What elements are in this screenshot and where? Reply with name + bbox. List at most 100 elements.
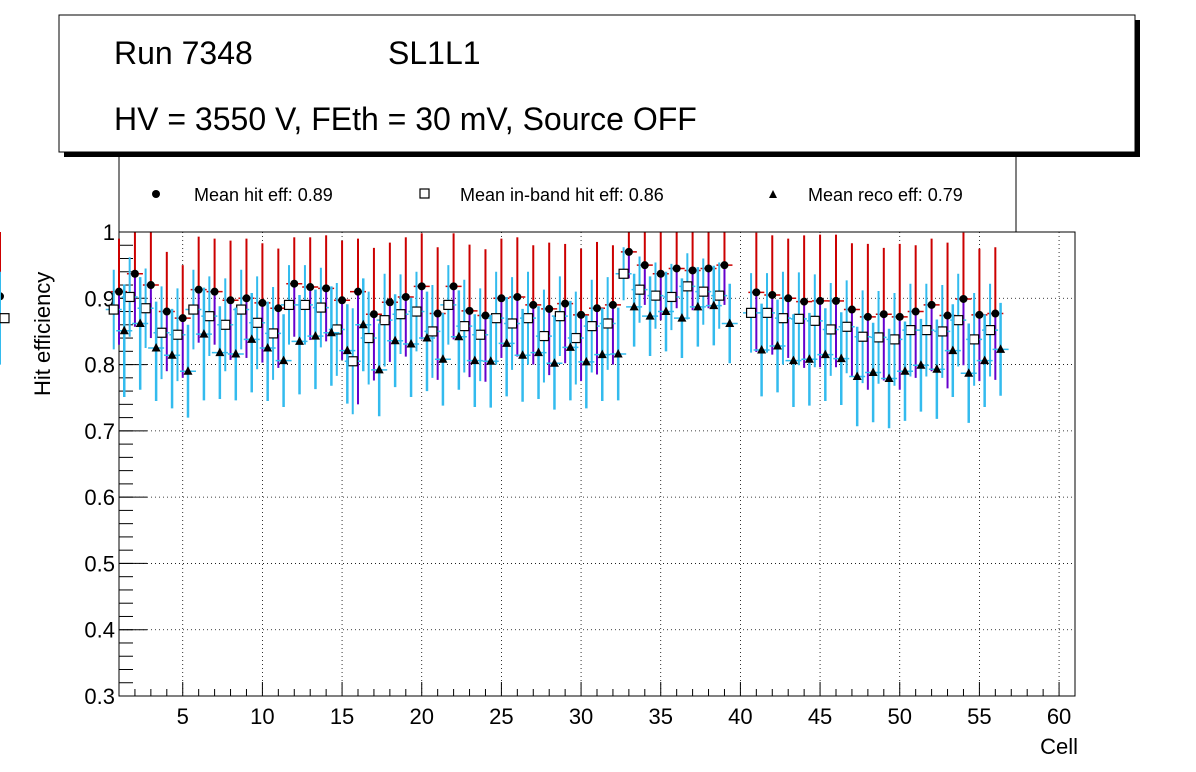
inband-eff-point [299,299,311,311]
hit-eff-point [210,287,219,296]
x-tick-label: 5 [177,704,189,729]
inband-eff-point [108,304,119,315]
title-box [58,14,1136,153]
reco-eff-point [645,311,655,320]
inband-eff-point [825,324,836,335]
hit-eff-point [433,309,442,318]
inband-eff-point [363,332,374,344]
hit-eff-point [306,283,315,292]
reco-eff-point [581,356,591,366]
inband-eff-point [443,299,454,311]
x-tick-label: 45 [808,704,832,729]
inband-eff-point [140,303,151,314]
hit-eff-point [130,269,139,278]
hit-eff-point [146,281,155,290]
inband-eff-point [172,329,183,340]
hit-eff-point [752,288,761,297]
hit-eff-point [226,296,235,305]
reco-eff-point [964,368,974,377]
x-axis-label: Cell [1040,734,1078,759]
inband-eff-point [156,327,167,338]
x-tick-label: 40 [728,704,752,729]
reco-eff-point [263,343,273,352]
reco-eff-point [804,354,814,363]
hit-eff-point [608,300,617,309]
inband-eff-point [538,330,550,342]
reco-eff-point [820,349,830,359]
inband-eff-point [905,325,916,336]
run-number: Run 7348 [114,35,253,71]
hit-eff-point [816,296,825,305]
hit-eff-point [178,314,187,323]
reco-eff-point [884,373,894,382]
reco-eff-point [916,360,926,369]
y-tick-label: 0.3 [84,684,115,709]
legend-hit-label: Mean hit eff: 0.89 [194,185,333,205]
inband-eff-point [475,329,486,340]
inband-eff-point [427,326,438,337]
hit-eff-point [513,292,522,301]
reco-eff-point [390,335,400,345]
x-tick-label: 25 [489,704,513,729]
reco-eff-point [773,341,783,350]
hit-eff-point [800,297,809,306]
reco-eff-point [374,364,384,374]
layer-label: SL1L1 [388,35,481,71]
y-tick-label: 0.7 [84,419,115,444]
hit-eff-point [672,264,681,273]
reco-eff-point [725,318,735,327]
inband-eff-point [347,356,358,367]
hit-eff-point [322,284,331,293]
inband-eff-point [761,307,773,318]
inband-eff-point [682,281,693,292]
hit-eff-point [258,298,267,307]
inband-eff-point [921,325,932,336]
inband-eff-point [379,315,390,326]
inband-eff-point [220,319,231,330]
hit-eff-point [879,310,888,319]
reco-eff-point [486,356,496,365]
hit-eff-point [847,305,856,314]
reco-eff-point [215,347,225,357]
hit-eff-point [688,266,697,275]
reco-eff-point [677,313,687,322]
x-tick-label: 60 [1047,704,1071,729]
hit-eff-point [290,279,299,288]
reco-eff-point [342,345,352,355]
reco-eff-point [693,301,703,311]
hit-eff-point [624,247,633,256]
reco-eff-point [613,348,623,358]
reco-eff-point [996,344,1006,353]
inband-eff-point [650,290,661,301]
hit-eff-point [720,261,729,270]
reco-eff-point [438,354,448,363]
run-conditions: HV = 3550 V, FEth = 30 mV, Source OFF [114,101,697,137]
y-tick-label: 0.5 [84,551,115,576]
reco-eff-point [231,348,241,358]
x-tick-label: 15 [330,704,354,729]
x-tick-label: 20 [409,704,433,729]
inband-eff-point [236,304,247,315]
reco-eff-point [900,366,910,375]
hit-eff-point [975,310,984,319]
reco-eff-point [295,336,305,345]
inband-eff-point [124,291,135,303]
y-tick-label: 0.4 [84,618,115,643]
series-reco [116,265,1009,429]
hit-eff-point [194,285,203,294]
inband-eff-point [0,313,10,324]
legend-reco-label: Mean reco eff: 0.79 [808,185,963,205]
hit-eff-point [274,304,283,313]
hit-eff-point [577,310,586,319]
hit-eff-point [497,294,506,303]
reco-eff-point [310,331,320,340]
inband-eff-point [793,313,804,324]
hit-eff-point [115,287,123,296]
hit-eff-point [338,296,347,305]
inband-eff-point [602,318,613,329]
reco-eff-point [167,350,177,359]
x-tick-label: 55 [967,704,991,729]
hit-eff-point [529,300,538,309]
inband-eff-point [586,321,597,332]
inband-eff-point [618,268,629,279]
